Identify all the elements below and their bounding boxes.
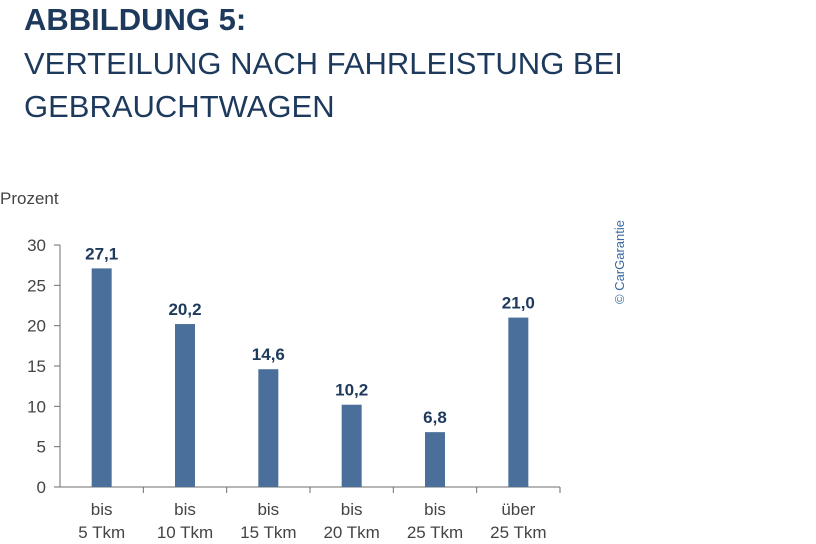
bar-value-label: 10,2 — [335, 381, 368, 400]
bar — [425, 432, 445, 487]
x-tick-label-line1: bis — [257, 500, 279, 519]
chart-title-line-2: GEBRAUCHTWAGEN — [24, 89, 335, 124]
x-tick-label-line1: bis — [91, 500, 113, 519]
bar — [508, 317, 529, 487]
bar — [258, 369, 279, 487]
x-tick-label-line2: 25 Tkm — [490, 523, 546, 542]
y-tick-label: 30 — [27, 236, 46, 255]
y-tick-label: 10 — [27, 397, 46, 416]
y-tick-label: 5 — [37, 438, 46, 457]
chart-title-line-1: VERTEILUNG NACH FAHRLEISTUNG BEI — [24, 46, 623, 81]
x-tick-label-line1: bis — [424, 500, 446, 519]
figure-label: ABBILDUNG 5: — [24, 2, 247, 37]
x-tick-label-line1: bis — [341, 500, 363, 519]
bar — [341, 404, 362, 487]
bar-value-label: 21,0 — [502, 294, 535, 313]
bar-value-label: 14,6 — [252, 345, 285, 364]
x-tick-label-line1: über — [501, 500, 535, 519]
bar — [175, 324, 195, 487]
x-tick-label-line2: 25 Tkm — [407, 523, 463, 542]
x-tick-label-line2: 10 Tkm — [157, 523, 213, 542]
bar-value-label: 20,2 — [168, 300, 201, 319]
bar — [91, 268, 112, 487]
y-tick-label: 0 — [37, 478, 46, 497]
copyright-credit: © CarGarantie — [612, 220, 627, 304]
x-tick-label-line2: 5 Tkm — [78, 523, 125, 542]
y-tick-label: 20 — [27, 317, 46, 336]
y-tick-label: 15 — [27, 357, 46, 376]
x-tick-label-line2: 15 Tkm — [240, 523, 296, 542]
y-tick-label: 25 — [27, 276, 46, 295]
y-axis-label: Prozent — [0, 189, 59, 208]
bar-value-label: 27,1 — [85, 244, 118, 263]
x-tick-label-line1: bis — [174, 500, 196, 519]
x-tick-label-line2: 20 Tkm — [323, 523, 379, 542]
bar-value-label: 6,8 — [423, 408, 447, 427]
